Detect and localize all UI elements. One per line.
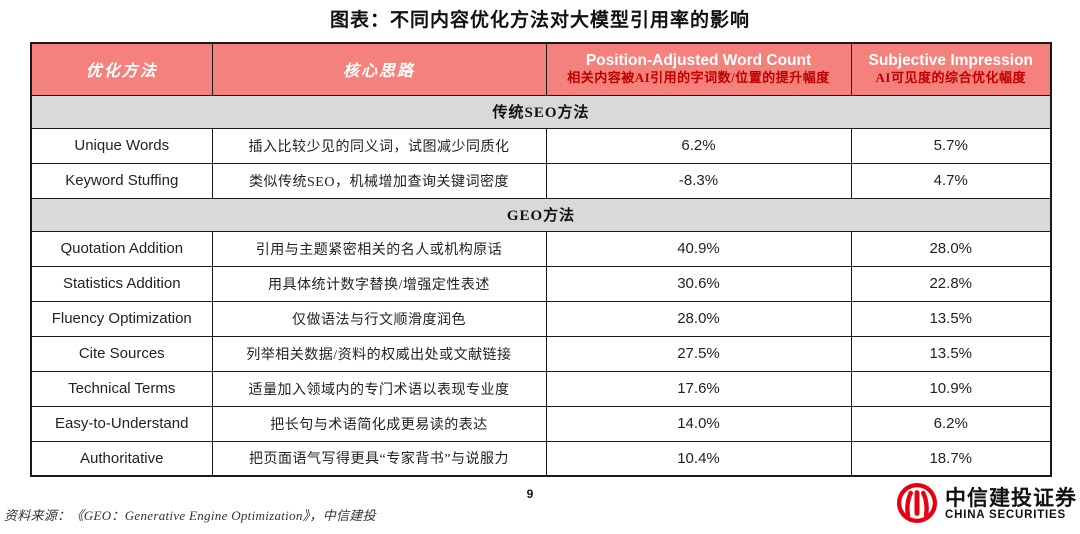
method-cell: Quotation Addition <box>30 230 213 267</box>
method-cell: Fluency Optimization <box>30 300 213 337</box>
method-cell: Cite Sources <box>30 335 213 372</box>
column-header-label: Position-Adjusted Word Count <box>585 52 812 70</box>
word-count-cell: 28.0% <box>545 300 852 337</box>
method-cell: Authoritative <box>30 440 213 477</box>
word-count-cell: 6.2% <box>545 127 852 164</box>
word-count-cell: 30.6% <box>545 265 852 302</box>
column-header-sublabel: AI可见度的综合优化幅度 <box>875 70 1026 86</box>
column-header-label: 核心思路 <box>342 63 415 81</box>
impression-cell: 5.7% <box>850 127 1052 164</box>
method-cell: Unique Words <box>30 127 213 164</box>
word-count-cell: 10.4% <box>545 440 852 477</box>
idea-cell: 把页面语气写得更具“专家背书”与说服力 <box>211 440 547 477</box>
idea-cell: 把长句与术语简化成更易读的表达 <box>211 405 547 442</box>
table-row: Technical Terms 适量加入领域内的专门术语以表现专业度 17.6%… <box>30 370 1052 407</box>
logo-text: 中信建投证券 CHINA SECURITIES <box>945 487 1077 523</box>
column-header-idea: 核心思路 <box>211 42 547 96</box>
word-count-cell: 40.9% <box>545 230 852 267</box>
idea-cell: 列举相关数据/资料的权威出处或文献链接 <box>211 335 547 372</box>
idea-cell: 类似传统SEO，机械增加查询关键词密度 <box>211 162 547 199</box>
source-note: 资料来源：《GEO：Generative Engine Optimization… <box>4 508 376 523</box>
word-count-cell: 17.6% <box>545 370 852 407</box>
method-cell: Statistics Addition <box>30 265 213 302</box>
section-label: GEO方法 <box>30 197 1052 232</box>
impression-cell: 28.0% <box>850 230 1052 267</box>
idea-cell: 插入比较少见的同义词，试图减少同质化 <box>211 127 547 164</box>
china-securities-logo: 中信建投证券 CHINA SECURITIES <box>896 482 1077 528</box>
idea-cell: 引用与主题紧密相关的名人或机构原话 <box>211 230 547 267</box>
impression-cell: 6.2% <box>850 405 1052 442</box>
impression-cell: 10.9% <box>850 370 1052 407</box>
idea-cell: 仅做语法与行文顺滑度润色 <box>211 300 547 337</box>
table-row: Unique Words 插入比较少见的同义词，试图减少同质化 6.2% 5.7… <box>30 127 1052 164</box>
column-header-word-count: Position-Adjusted Word Count 相关内容被AI引用的字… <box>545 42 852 96</box>
page-title: 图表：不同内容优化方法对大模型引用率的影响 <box>329 10 750 31</box>
impression-cell: 22.8% <box>850 265 1052 302</box>
method-cell: Easy-to-Understand <box>30 405 213 442</box>
method-cell: Keyword Stuffing <box>30 162 213 199</box>
column-header-method: 优化方法 <box>30 42 213 96</box>
word-count-cell: 27.5% <box>545 335 852 372</box>
china-securities-logo-icon <box>896 482 938 529</box>
table-row: Keyword Stuffing 类似传统SEO，机械增加查询关键词密度 -8.… <box>30 162 1052 199</box>
idea-cell: 适量加入领域内的专门术语以表现专业度 <box>211 370 547 407</box>
impression-cell: 18.7% <box>850 440 1052 477</box>
table-row: Cite Sources 列举相关数据/资料的权威出处或文献链接 27.5% 1… <box>30 335 1052 372</box>
word-count-cell: 14.0% <box>545 405 852 442</box>
table-row: Fluency Optimization 仅做语法与行文顺滑度润色 28.0% … <box>30 300 1052 337</box>
table-row: Easy-to-Understand 把长句与术语简化成更易读的表达 14.0%… <box>30 405 1052 442</box>
table-row: Authoritative 把页面语气写得更具“专家背书”与说服力 10.4% … <box>30 440 1052 477</box>
impression-cell: 4.7% <box>850 162 1052 199</box>
section-header-row-geo: GEO方法 <box>30 197 1052 232</box>
impression-cell: 13.5% <box>850 300 1052 337</box>
method-cell: Technical Terms <box>30 370 213 407</box>
idea-cell: 用具体统计数字替换/增强定性表述 <box>211 265 547 302</box>
column-header-label: 优化方法 <box>85 63 158 81</box>
section-label: 传统SEO方法 <box>30 94 1052 129</box>
page-number: 9 <box>526 487 534 501</box>
word-count-cell: -8.3% <box>545 162 852 199</box>
table-row: Quotation Addition 引用与主题紧密相关的名人或机构原话 40.… <box>30 230 1052 267</box>
section-header-row-traditional-seo: 传统SEO方法 <box>30 94 1052 129</box>
table-header-row: 优化方法 核心思路 Position-Adjusted Word Count 相… <box>30 42 1052 96</box>
optimization-methods-table: 优化方法 核心思路 Position-Adjusted Word Count 相… <box>30 42 1052 477</box>
logo-english-name: CHINA SECURITIES <box>945 509 1066 522</box>
impression-cell: 13.5% <box>850 335 1052 372</box>
column-header-impression: Subjective Impression AI可见度的综合优化幅度 <box>850 42 1052 96</box>
logo-chinese-name: 中信建投证券 <box>945 486 1077 511</box>
table-row: Statistics Addition 用具体统计数字替换/增强定性表述 30.… <box>30 265 1052 302</box>
column-header-sublabel: 相关内容被AI引用的字词数/位置的提升幅度 <box>567 70 830 86</box>
column-header-label: Subjective Impression <box>868 52 1034 70</box>
